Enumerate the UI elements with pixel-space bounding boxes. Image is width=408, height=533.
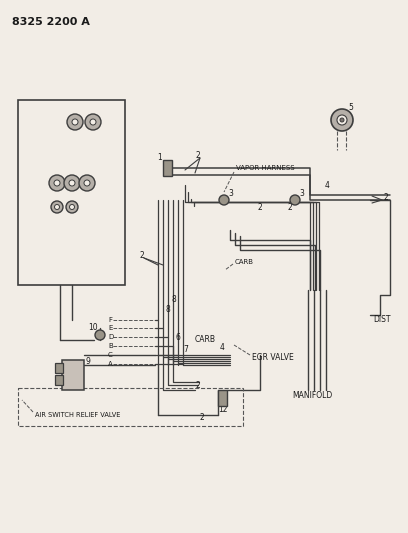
Circle shape — [90, 119, 96, 125]
Circle shape — [67, 114, 83, 130]
Text: F: F — [108, 317, 112, 323]
Text: 2: 2 — [288, 204, 293, 213]
Circle shape — [337, 115, 347, 125]
Text: EGR VALVE: EGR VALVE — [252, 353, 294, 362]
Text: AIR SWITCH RELIEF VALVE: AIR SWITCH RELIEF VALVE — [35, 412, 120, 418]
Bar — [163, 160, 172, 176]
Text: 3: 3 — [228, 189, 233, 198]
Circle shape — [340, 118, 344, 122]
Text: 6: 6 — [175, 334, 180, 343]
Text: 8: 8 — [171, 295, 176, 304]
Text: MANIFOLD: MANIFOLD — [292, 391, 332, 400]
Circle shape — [72, 119, 78, 125]
Text: E: E — [70, 109, 74, 115]
Text: CARB: CARB — [235, 259, 254, 265]
Text: C: C — [108, 352, 113, 358]
Bar — [55, 375, 63, 385]
Bar — [62, 360, 84, 390]
Circle shape — [69, 180, 75, 186]
Text: 7: 7 — [183, 345, 188, 354]
Circle shape — [331, 109, 353, 131]
Text: C: C — [29, 172, 34, 178]
Text: F: F — [88, 109, 92, 115]
Text: 8325 2200 A: 8325 2200 A — [12, 17, 90, 27]
Circle shape — [84, 180, 90, 186]
Text: VAPOR HARNESS: VAPOR HARNESS — [236, 165, 295, 171]
Text: 5: 5 — [348, 103, 353, 112]
Bar — [18, 100, 125, 285]
Text: B: B — [29, 202, 34, 208]
Text: B: B — [108, 343, 113, 349]
Circle shape — [69, 205, 75, 209]
Text: 2: 2 — [200, 413, 205, 422]
Bar — [18, 388, 243, 426]
Text: 2: 2 — [258, 204, 263, 213]
Circle shape — [95, 330, 105, 340]
Text: 4: 4 — [325, 181, 330, 190]
Text: 12: 12 — [218, 406, 228, 415]
Text: CARB: CARB — [195, 335, 216, 344]
Circle shape — [49, 175, 65, 191]
Bar — [218, 390, 227, 406]
Circle shape — [79, 175, 95, 191]
Circle shape — [66, 201, 78, 213]
Text: 8: 8 — [165, 305, 170, 314]
Circle shape — [64, 175, 80, 191]
Text: 4: 4 — [220, 343, 225, 352]
Circle shape — [51, 201, 63, 213]
Circle shape — [219, 195, 229, 205]
Text: 2: 2 — [139, 251, 144, 260]
Text: A: A — [68, 264, 73, 270]
Circle shape — [290, 195, 300, 205]
Text: 11: 11 — [54, 172, 63, 178]
Text: 2: 2 — [383, 192, 388, 201]
Circle shape — [55, 205, 60, 209]
Text: 3: 3 — [299, 189, 304, 198]
Text: 2: 2 — [196, 150, 201, 159]
Text: DIST: DIST — [373, 316, 390, 325]
Text: 1: 1 — [157, 152, 162, 161]
Text: E: E — [108, 325, 112, 331]
Bar — [55, 363, 63, 373]
Text: 11: 11 — [22, 109, 31, 117]
Text: 2: 2 — [196, 381, 201, 390]
Text: 10: 10 — [88, 322, 98, 332]
Circle shape — [85, 114, 101, 130]
Text: D: D — [72, 172, 77, 178]
Text: D: D — [108, 334, 113, 340]
Circle shape — [54, 180, 60, 186]
Text: 9: 9 — [86, 358, 91, 367]
Text: A: A — [108, 361, 113, 367]
